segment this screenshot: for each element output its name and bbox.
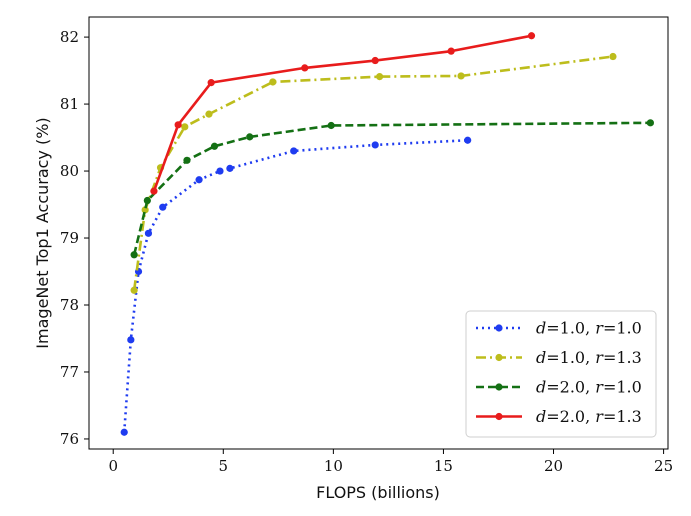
y-tick-label: 77: [60, 363, 79, 381]
legend-swatch-marker: [495, 353, 503, 362]
legend-swatch-marker: [495, 383, 503, 391]
data-point: [127, 336, 135, 344]
data-point: [183, 156, 191, 164]
y-tick-label: 79: [60, 229, 79, 247]
data-point: [246, 133, 254, 141]
legend-swatch-marker: [495, 412, 503, 421]
plot-frame: [88, 16, 669, 450]
data-point: [290, 147, 298, 155]
x-axis-label: FLOPS (billions): [316, 483, 440, 502]
data-point: [130, 251, 138, 259]
x-tick-label: 20: [544, 457, 563, 475]
data-point: [141, 206, 149, 214]
series-3: [130, 119, 654, 259]
data-point: [150, 187, 158, 195]
legend-label: d=2.0, r=1.0: [536, 378, 642, 397]
legend-item: d=2.0, r=1.0: [476, 378, 642, 397]
y-tick-label: 78: [60, 296, 79, 314]
data-point: [195, 176, 203, 184]
legend-box: [465, 310, 657, 438]
y-tick-label: 82: [60, 28, 79, 46]
x-tick-label: 25: [654, 457, 673, 475]
legend-item: d=1.0, r=1.3: [476, 348, 642, 367]
legend-item: d=2.0, r=1.3: [476, 407, 642, 426]
legend-item: d=1.0, r=1.0: [476, 319, 642, 338]
legend-label: d=2.0, r=1.3: [536, 407, 642, 426]
data-point: [159, 203, 167, 211]
data-point: [205, 110, 213, 118]
data-point: [327, 121, 335, 130]
data-point: [216, 167, 224, 175]
data-point: [527, 32, 536, 40]
series-1: [120, 136, 472, 436]
legend: d=1.0, r=1.0 d=1.0, r=1.3 d=2.0, r=1.0 d=2.…: [465, 310, 657, 438]
data-point: [464, 136, 472, 144]
y-tick-label: 80: [60, 162, 79, 180]
data-point: [181, 123, 189, 131]
data-point: [226, 164, 234, 172]
y-tick-label: 81: [60, 95, 79, 113]
ticks: 0 5 10 15 20 25 76 77 78 79 80 81 82: [60, 28, 673, 475]
data-point: [609, 52, 617, 61]
data-point: [447, 47, 455, 55]
data-point: [174, 121, 182, 129]
data-point: [143, 196, 151, 205]
y-tick-label: 76: [60, 430, 79, 448]
data-point: [144, 229, 153, 237]
series-layer: [120, 32, 654, 436]
series-4: [150, 32, 536, 195]
data-point: [646, 119, 654, 127]
data-point: [207, 79, 215, 87]
data-point: [376, 73, 384, 81]
y-axis-label: ImageNet Top1 Accuracy (%): [33, 117, 52, 348]
legend-label: d=1.0, r=1.0: [536, 319, 642, 338]
data-point: [371, 141, 379, 149]
legend-label: d=1.0, r=1.3: [536, 348, 642, 367]
x-tick-label: 5: [219, 457, 229, 475]
data-point: [210, 142, 219, 150]
data-point: [120, 428, 128, 436]
x-tick-label: 15: [434, 457, 453, 475]
data-point: [301, 64, 309, 72]
x-tick-label: 0: [108, 457, 118, 475]
legend-swatch-marker: [495, 324, 503, 332]
data-point: [269, 78, 277, 86]
data-point: [371, 56, 379, 65]
data-point: [457, 72, 465, 80]
x-tick-label: 10: [324, 457, 343, 475]
data-point: [130, 286, 138, 294]
